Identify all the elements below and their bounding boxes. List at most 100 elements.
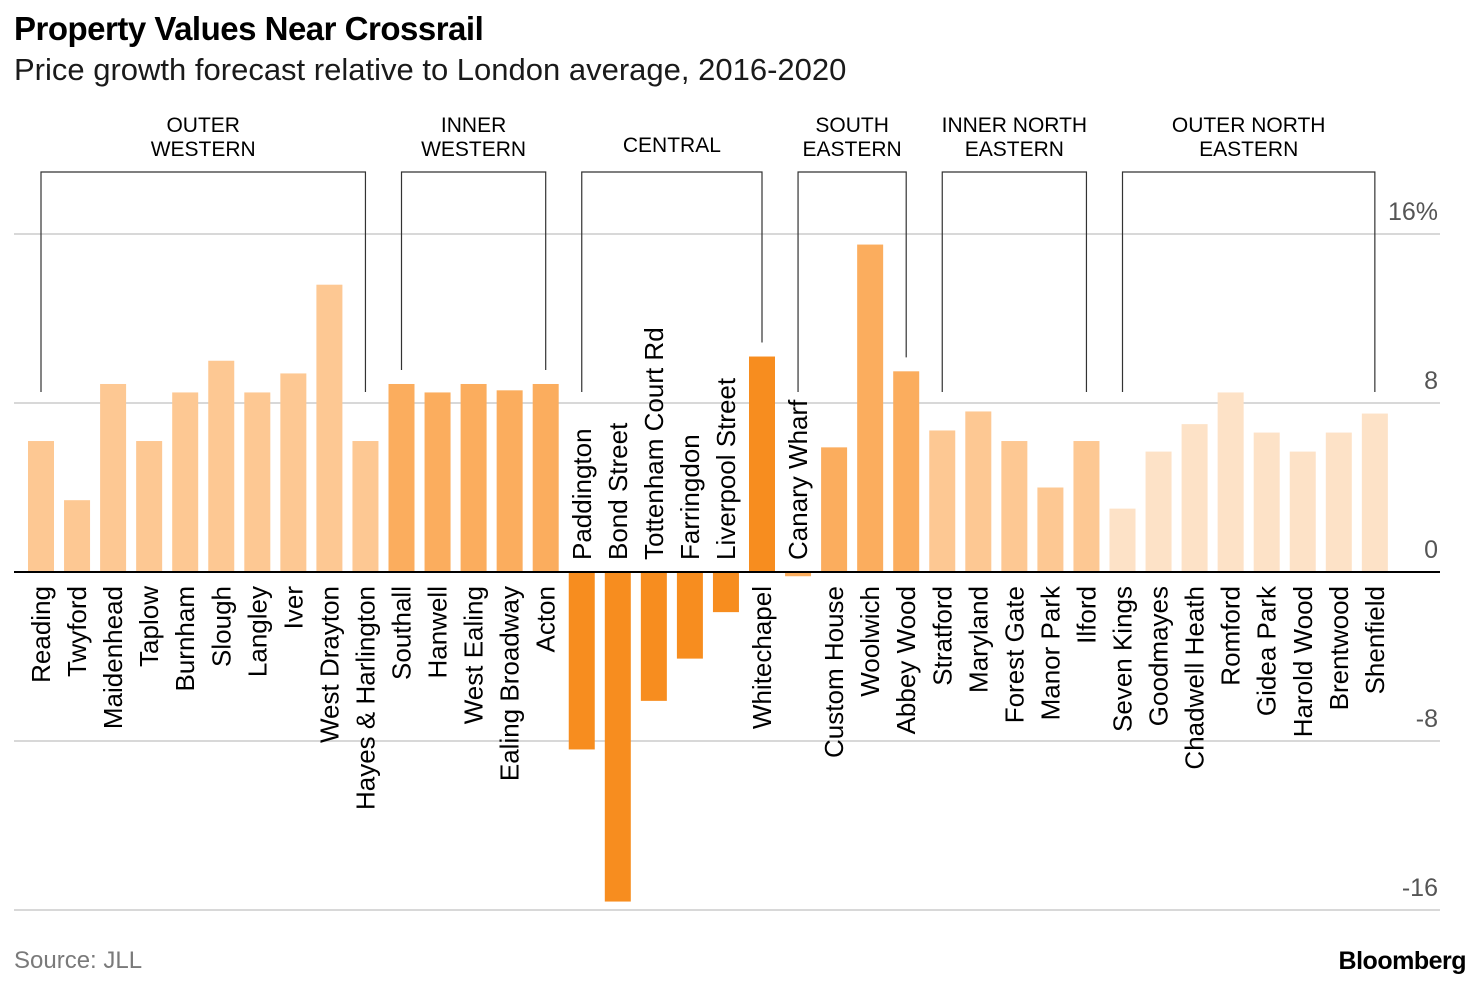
group-label: EASTERN <box>1199 138 1298 161</box>
bar <box>208 360 235 572</box>
bar <box>821 447 848 572</box>
group-label: WESTERN <box>151 138 256 161</box>
station-label: Custom House <box>819 586 849 758</box>
bar <box>965 411 992 572</box>
station-label: Iver <box>278 586 308 630</box>
group-label: WESTERN <box>421 138 526 161</box>
axes: 16% 8 0 -8 -16 <box>14 198 1440 902</box>
bar <box>1325 432 1352 572</box>
station-labels: Reading Twyford Maidenhead Taplow Burnham Slo… <box>26 327 1390 810</box>
bar <box>749 356 775 572</box>
station-label: Seven Kings <box>1108 586 1138 732</box>
group-bracket <box>1121 171 1376 392</box>
bar <box>1145 451 1172 572</box>
station-label: Hanwell <box>423 586 453 679</box>
station-label: Harold Wood <box>1288 586 1318 737</box>
station-label: Reading <box>26 586 56 683</box>
y-tick-label: -16 <box>1402 874 1438 902</box>
station-label: Whitechapel <box>747 586 777 729</box>
station-label: Forest Gate <box>999 586 1029 723</box>
bar <box>1001 441 1028 572</box>
station-label: Southall <box>387 586 417 680</box>
y-tick-label: 16% <box>1388 198 1438 226</box>
station-label: Shenfield <box>1360 586 1390 694</box>
group-bracket <box>941 171 1088 392</box>
bar <box>388 383 415 572</box>
bar <box>136 441 163 572</box>
group-label: SOUTH <box>815 114 889 137</box>
group-bracket <box>581 171 763 392</box>
bar <box>280 373 307 572</box>
bar <box>532 383 559 572</box>
station-label: Romford <box>1216 586 1246 686</box>
station-label: Taplow <box>134 586 164 667</box>
bar <box>1253 432 1280 572</box>
bar <box>785 572 812 577</box>
station-label: Chadwell Heath <box>1180 586 1210 770</box>
station-label: Liverpool Street <box>711 377 741 560</box>
bar <box>676 572 703 659</box>
group-bracket <box>40 171 367 392</box>
y-tick-label: -8 <box>1416 705 1438 733</box>
station-label: Brentwood <box>1324 586 1354 710</box>
station-label: Tottenham Court Rd <box>639 327 669 560</box>
station-label: Paddington <box>567 428 597 560</box>
bar <box>172 392 199 572</box>
bar <box>1289 451 1316 572</box>
station-label: Woolwich <box>855 586 885 697</box>
station-label: Manor Park <box>1035 585 1065 720</box>
chart-subtitle: Price growth forecast relative to London… <box>14 52 847 87</box>
bar <box>1109 508 1136 572</box>
station-label: Acton <box>531 586 561 653</box>
bar <box>857 244 884 572</box>
group-label: INNER <box>441 114 506 137</box>
bar <box>1217 392 1244 572</box>
y-tick-label: 8 <box>1424 367 1438 395</box>
brand-logo: Bloomberg <box>1338 947 1467 975</box>
station-label: Ilford <box>1071 586 1101 644</box>
bar <box>568 572 595 750</box>
bar <box>496 390 523 572</box>
station-label: Langley <box>242 586 272 677</box>
gridlines <box>14 233 1440 911</box>
bar <box>244 392 271 572</box>
bar <box>1181 424 1208 572</box>
station-label: Maidenhead <box>98 586 128 729</box>
source-note: Source: JLL <box>14 947 143 974</box>
station-label: Farringdon <box>675 434 705 560</box>
group-label: EASTERN <box>803 138 902 161</box>
bar <box>460 383 487 572</box>
bar <box>1037 487 1064 572</box>
group-label: OUTER <box>166 114 240 137</box>
station-label: Goodmayes <box>1144 586 1174 726</box>
group-bracket <box>797 171 907 392</box>
group-label: OUTER NORTH <box>1172 114 1326 137</box>
bar <box>712 572 739 613</box>
bar <box>640 572 667 701</box>
bar <box>28 441 54 572</box>
station-label: Canary Wharf <box>783 399 813 560</box>
y-tick-label: 0 <box>1424 536 1438 564</box>
station-label: Slough <box>206 586 236 667</box>
group-label: EASTERN <box>965 138 1064 161</box>
bar <box>424 392 451 572</box>
group-label: INNER NORTH <box>942 114 1087 137</box>
station-label: Gidea Park <box>1252 585 1282 716</box>
bar <box>1361 413 1388 572</box>
group-bracket <box>400 171 547 370</box>
station-label: Maryland <box>963 586 993 693</box>
station-label: Burnham <box>170 586 200 692</box>
bar <box>929 430 956 572</box>
bar <box>1073 441 1100 572</box>
group-label: CENTRAL <box>623 134 721 157</box>
station-label: Ealing Broadway <box>495 586 525 781</box>
bar <box>64 500 91 572</box>
station-label: Abbey Wood <box>891 586 921 734</box>
chart-title: Property Values Near Crossrail <box>14 10 484 47</box>
station-label: Twyford <box>62 586 92 677</box>
bar <box>893 371 920 572</box>
bar <box>352 441 379 572</box>
station-label: Bond Street <box>603 422 633 560</box>
bar <box>604 572 631 902</box>
